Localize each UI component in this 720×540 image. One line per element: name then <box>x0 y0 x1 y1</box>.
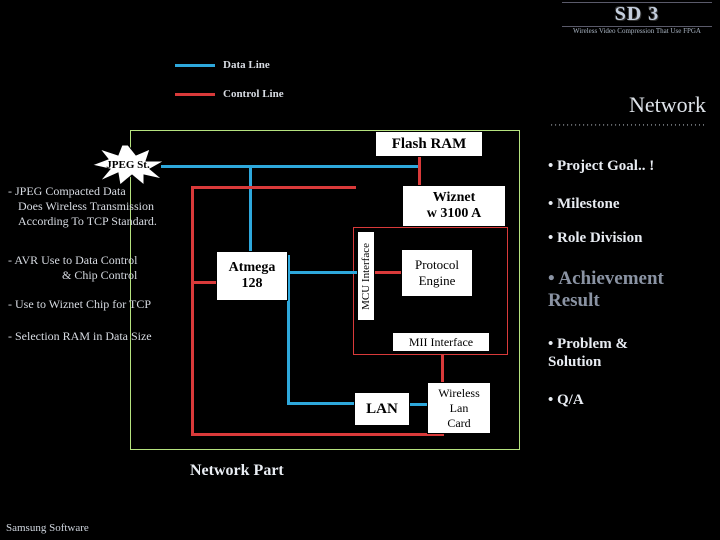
legend-data-label: Data Line <box>223 59 270 71</box>
nav-list: • Project Goal.. ! • Milestone • Role Divi… <box>548 0 708 540</box>
data-line <box>409 403 429 406</box>
nav-item: • Problem & <box>548 336 708 353</box>
annotation-text: & Chip Control <box>62 269 137 283</box>
legend-data-line: Data Line <box>175 56 270 74</box>
atmega-box: Atmega 128 <box>216 251 288 301</box>
atmega-label-l2: 128 <box>242 276 263 292</box>
protocol-engine-box: Protocol Engine <box>401 249 473 297</box>
annotation-text: - JPEG Compacted Data <box>8 185 126 199</box>
annotation-text: - AVR Use to Data Control <box>8 254 137 268</box>
lan-box: LAN <box>354 392 410 426</box>
lan-label: LAN <box>366 401 398 418</box>
data-line <box>249 165 252 253</box>
data-line <box>288 271 358 274</box>
annotation-text: Does Wireless Transmission <box>18 200 154 214</box>
ctrl-line <box>375 271 401 274</box>
nav-item: • Q/A <box>548 392 708 409</box>
annotation-text: According To TCP Standard. <box>18 215 157 229</box>
ctrl-line <box>191 281 217 284</box>
annotation-text: - Use to Wiznet Chip for TCP <box>8 298 151 312</box>
ctrl-line <box>191 433 444 436</box>
wiznet-label-l2: w 3100 A <box>427 206 481 222</box>
protocol-engine-label-l1: Protocol <box>415 257 459 273</box>
nav-item: • Achievement <box>548 268 708 290</box>
jpeg-standard-label: JPEG St. <box>106 159 149 171</box>
protocol-engine-label-l2: Engine <box>419 273 456 289</box>
nav-item: Solution <box>548 354 708 371</box>
network-diagram: Flash RAM Wiznet w 3100 A Atmega 128 MCU… <box>130 130 520 450</box>
ctrl-line <box>191 186 356 189</box>
nav-item: • Project Goal.. ! <box>548 158 708 175</box>
jpeg-standard-burst: JPEG St. <box>96 149 160 181</box>
mcu-interface-box: MCU Interface <box>357 231 375 321</box>
data-line <box>287 402 355 405</box>
nav-item: Result <box>548 290 708 312</box>
footer-text: Samsung Software <box>6 522 89 534</box>
atmega-label-l1: Atmega <box>229 260 276 276</box>
wlan-label-l3: Card <box>447 416 470 431</box>
mcu-interface-label: MCU Interface <box>360 243 372 310</box>
ctrl-line <box>418 157 421 186</box>
data-line-swatch <box>175 64 215 67</box>
wlan-label-l2: Lan <box>450 401 469 416</box>
mii-interface-box: MII Interface <box>392 332 490 352</box>
legend-control-label: Control Line <box>223 88 284 100</box>
flash-ram-label: Flash RAM <box>392 136 467 153</box>
data-line <box>161 165 421 168</box>
legend-control-line: Control Line <box>175 85 284 103</box>
diagram-caption: Network Part <box>190 462 284 480</box>
annotation-text: - Selection RAM in Data Size <box>8 330 152 344</box>
wiznet-box: Wiznet w 3100 A <box>402 185 506 227</box>
nav-item: • Role Division <box>548 230 708 247</box>
wireless-lan-card-box: Wireless Lan Card <box>427 382 491 434</box>
ctrl-line <box>191 186 194 436</box>
mii-interface-label: MII Interface <box>409 335 473 350</box>
control-line-swatch <box>175 93 215 96</box>
wlan-label-l1: Wireless <box>438 386 480 401</box>
nav-item: • Milestone <box>548 196 708 213</box>
flash-ram-box: Flash RAM <box>375 131 483 157</box>
wiznet-label-l1: Wiznet <box>433 190 476 206</box>
